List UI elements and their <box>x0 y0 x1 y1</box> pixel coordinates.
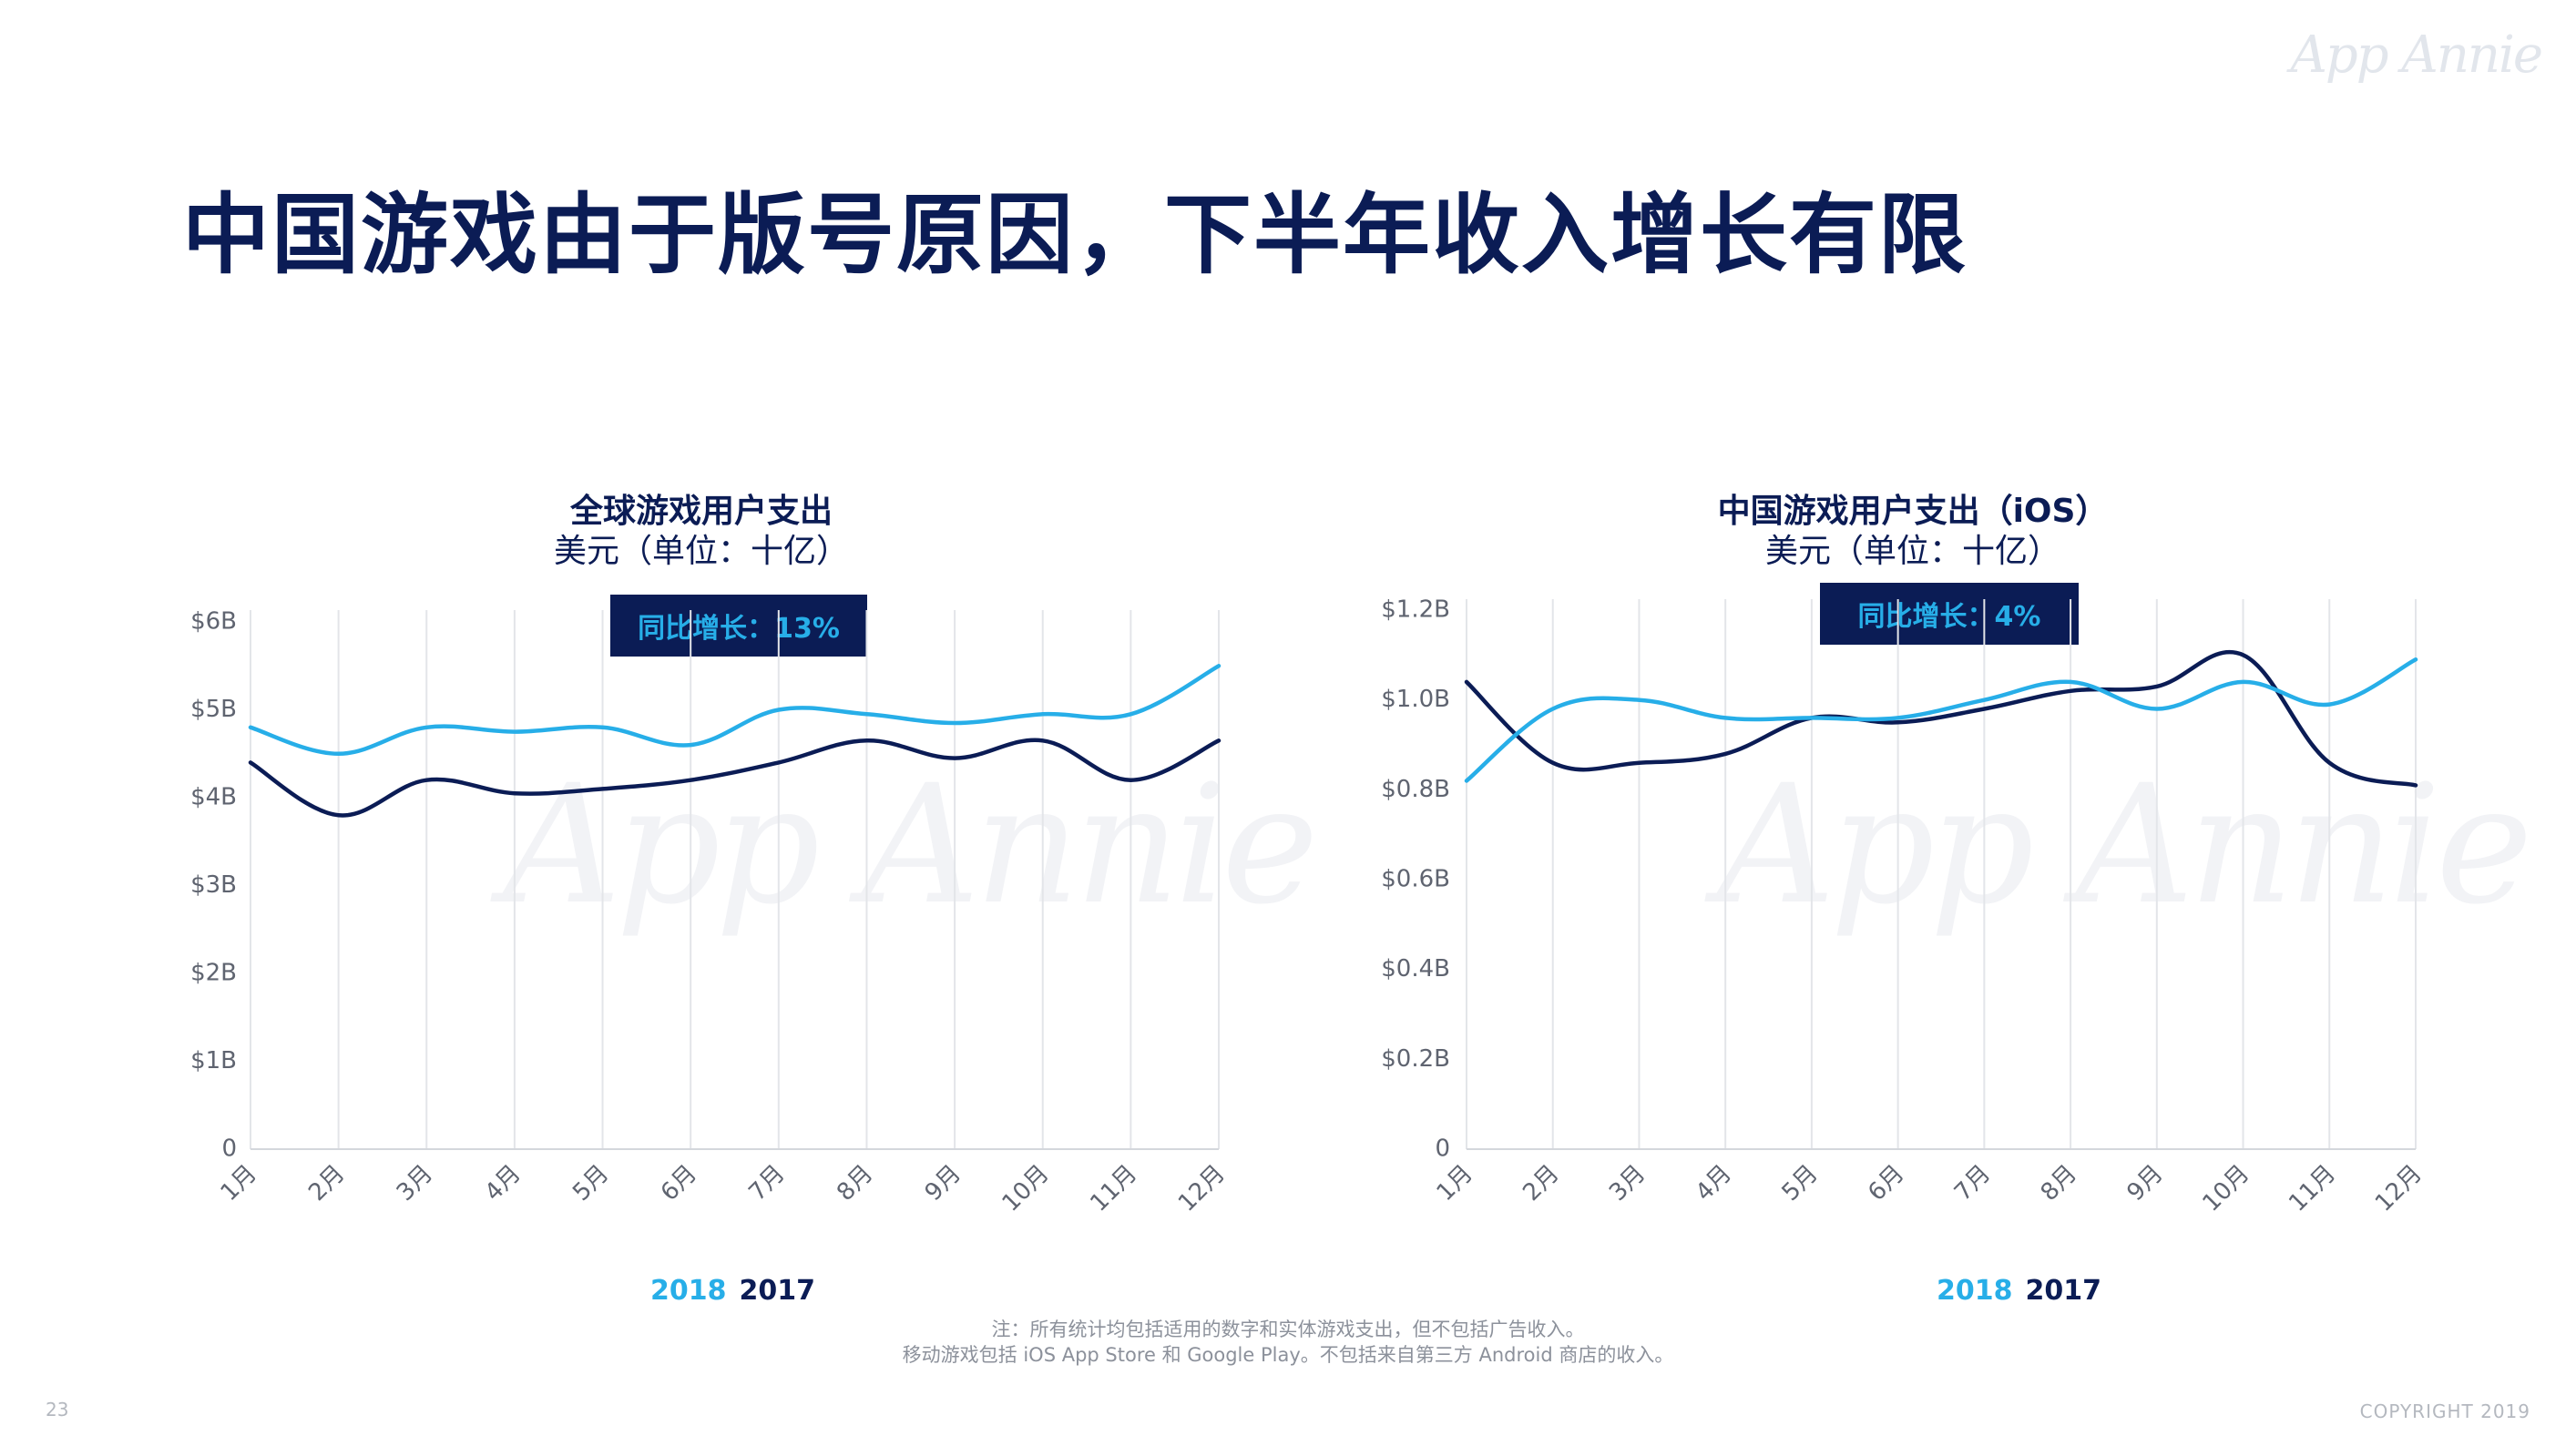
growth-badge: 同比增长：13% <box>610 595 867 657</box>
page-title: 中国游戏由于版号原因，下半年收入增长有限 <box>182 184 1968 286</box>
legend-2017: 2017 <box>739 1275 816 1307</box>
x-tick-label: 9月 <box>2121 1160 2168 1207</box>
y-tick-label: $0.8B <box>1381 776 1450 803</box>
y-tick-label: $0.2B <box>1381 1045 1450 1073</box>
growth-badge: 同比增长：4% <box>1820 583 2079 645</box>
chart-subtitle: 美元（单位：十亿） <box>553 533 849 570</box>
x-tick-label: 3月 <box>392 1160 438 1207</box>
x-tick-label: 8月 <box>832 1160 878 1207</box>
x-tick-label: 7月 <box>743 1160 790 1207</box>
page-number: 23 <box>46 1399 69 1421</box>
legend-2017: 2017 <box>2025 1275 2102 1307</box>
y-tick-label: $1B <box>190 1047 237 1074</box>
x-tick-label: 11月 <box>2284 1160 2341 1217</box>
y-tick-label: $1.2B <box>1381 596 1450 624</box>
watermark-text: App Annie <box>1704 750 2528 941</box>
x-tick-label: 10月 <box>2197 1160 2254 1217</box>
x-tick-label: 1月 <box>216 1160 262 1207</box>
chart-plot: App Annie 0 $1B $2B $3B $4B $5B $6B 1月 2月 3月 4月 5月 6月… <box>190 608 1319 1217</box>
y-tick-label: $3B <box>190 871 237 899</box>
x-tick-label: 3月 <box>1604 1160 1651 1207</box>
x-tick-label: 4月 <box>480 1160 526 1207</box>
chart-plot: App Annie 0 $0.2B $0.4B $0.6B $0.8B $1.0B $1.2B… <box>1381 596 2532 1217</box>
chart-legend: 2018 2017 <box>650 1275 815 1307</box>
y-tick-label: 0 <box>1435 1135 1450 1163</box>
y-tick-label: $2B <box>190 960 237 987</box>
chart-title: 中国游戏用户支出（iOS） <box>1717 493 2109 530</box>
china-ios-spend-chart: 中国游戏用户支出（iOS） 美元（单位：十亿） 同比增长：4% App Anni… <box>1366 474 2532 1311</box>
x-tick-label: 12月 <box>1173 1160 1231 1217</box>
watermark-text: App Annie <box>490 750 1314 941</box>
x-tick-label: 4月 <box>1691 1160 1737 1207</box>
series-line-2018 <box>1464 657 2418 783</box>
footnote-line-1: 注：所有统计均包括适用的数字和实体游戏支出，但不包括广告收入。 <box>991 1319 1585 1340</box>
global-spend-chart: 全球游戏用户支出 美元（单位：十亿） 同比增长：13% App Annie 0 $1… <box>164 474 1319 1311</box>
footnote-line-2: 移动游戏包括 iOS App Store 和 Google Play。不包括来自… <box>902 1344 1674 1366</box>
x-tick-label: 7月 <box>1949 1160 1996 1207</box>
chart-title: 全球游戏用户支出 <box>569 493 833 530</box>
y-tick-label: $6B <box>190 608 237 636</box>
y-tick-label: $0.4B <box>1381 955 1450 983</box>
series-line-2018 <box>248 664 1222 757</box>
x-tick-label: 1月 <box>1432 1160 1478 1207</box>
chart-subtitle: 美元（单位：十亿） <box>1764 533 2060 570</box>
x-tick-label: 12月 <box>2370 1160 2428 1217</box>
y-tick-label: $0.6B <box>1381 866 1450 893</box>
copyright: COPYRIGHT 2019 <box>2359 1400 2530 1422</box>
x-tick-label: 9月 <box>920 1160 966 1207</box>
legend-2018: 2018 <box>650 1275 727 1307</box>
app-annie-logo: App Annie <box>2290 25 2543 85</box>
x-tick-label: 6月 <box>1863 1160 1909 1207</box>
x-tick-label: 2月 <box>303 1160 350 1207</box>
x-tick-label: 5月 <box>567 1160 614 1207</box>
legend-2018: 2018 <box>1937 1275 2013 1307</box>
y-tick-label: $5B <box>190 696 237 723</box>
x-tick-label: 2月 <box>1518 1160 1564 1207</box>
series-line-2017 <box>1464 649 2418 788</box>
x-tick-label: 11月 <box>1085 1160 1142 1217</box>
y-tick-label: $1.0B <box>1381 686 1450 713</box>
x-tick-label: 8月 <box>2036 1160 2082 1207</box>
x-tick-label: 5月 <box>1777 1160 1824 1207</box>
series-line-2017 <box>248 738 1222 818</box>
chart-legend: 2018 2017 <box>1937 1275 2101 1307</box>
x-tick-label: 10月 <box>997 1160 1055 1217</box>
y-tick-label: $4B <box>190 784 237 811</box>
y-tick-label: 0 <box>221 1135 237 1163</box>
x-tick-label: 6月 <box>656 1160 702 1207</box>
footnote: 注：所有统计均包括适用的数字和实体游戏支出，但不包括广告收入。 移动游戏包括 i… <box>0 1317 2576 1368</box>
